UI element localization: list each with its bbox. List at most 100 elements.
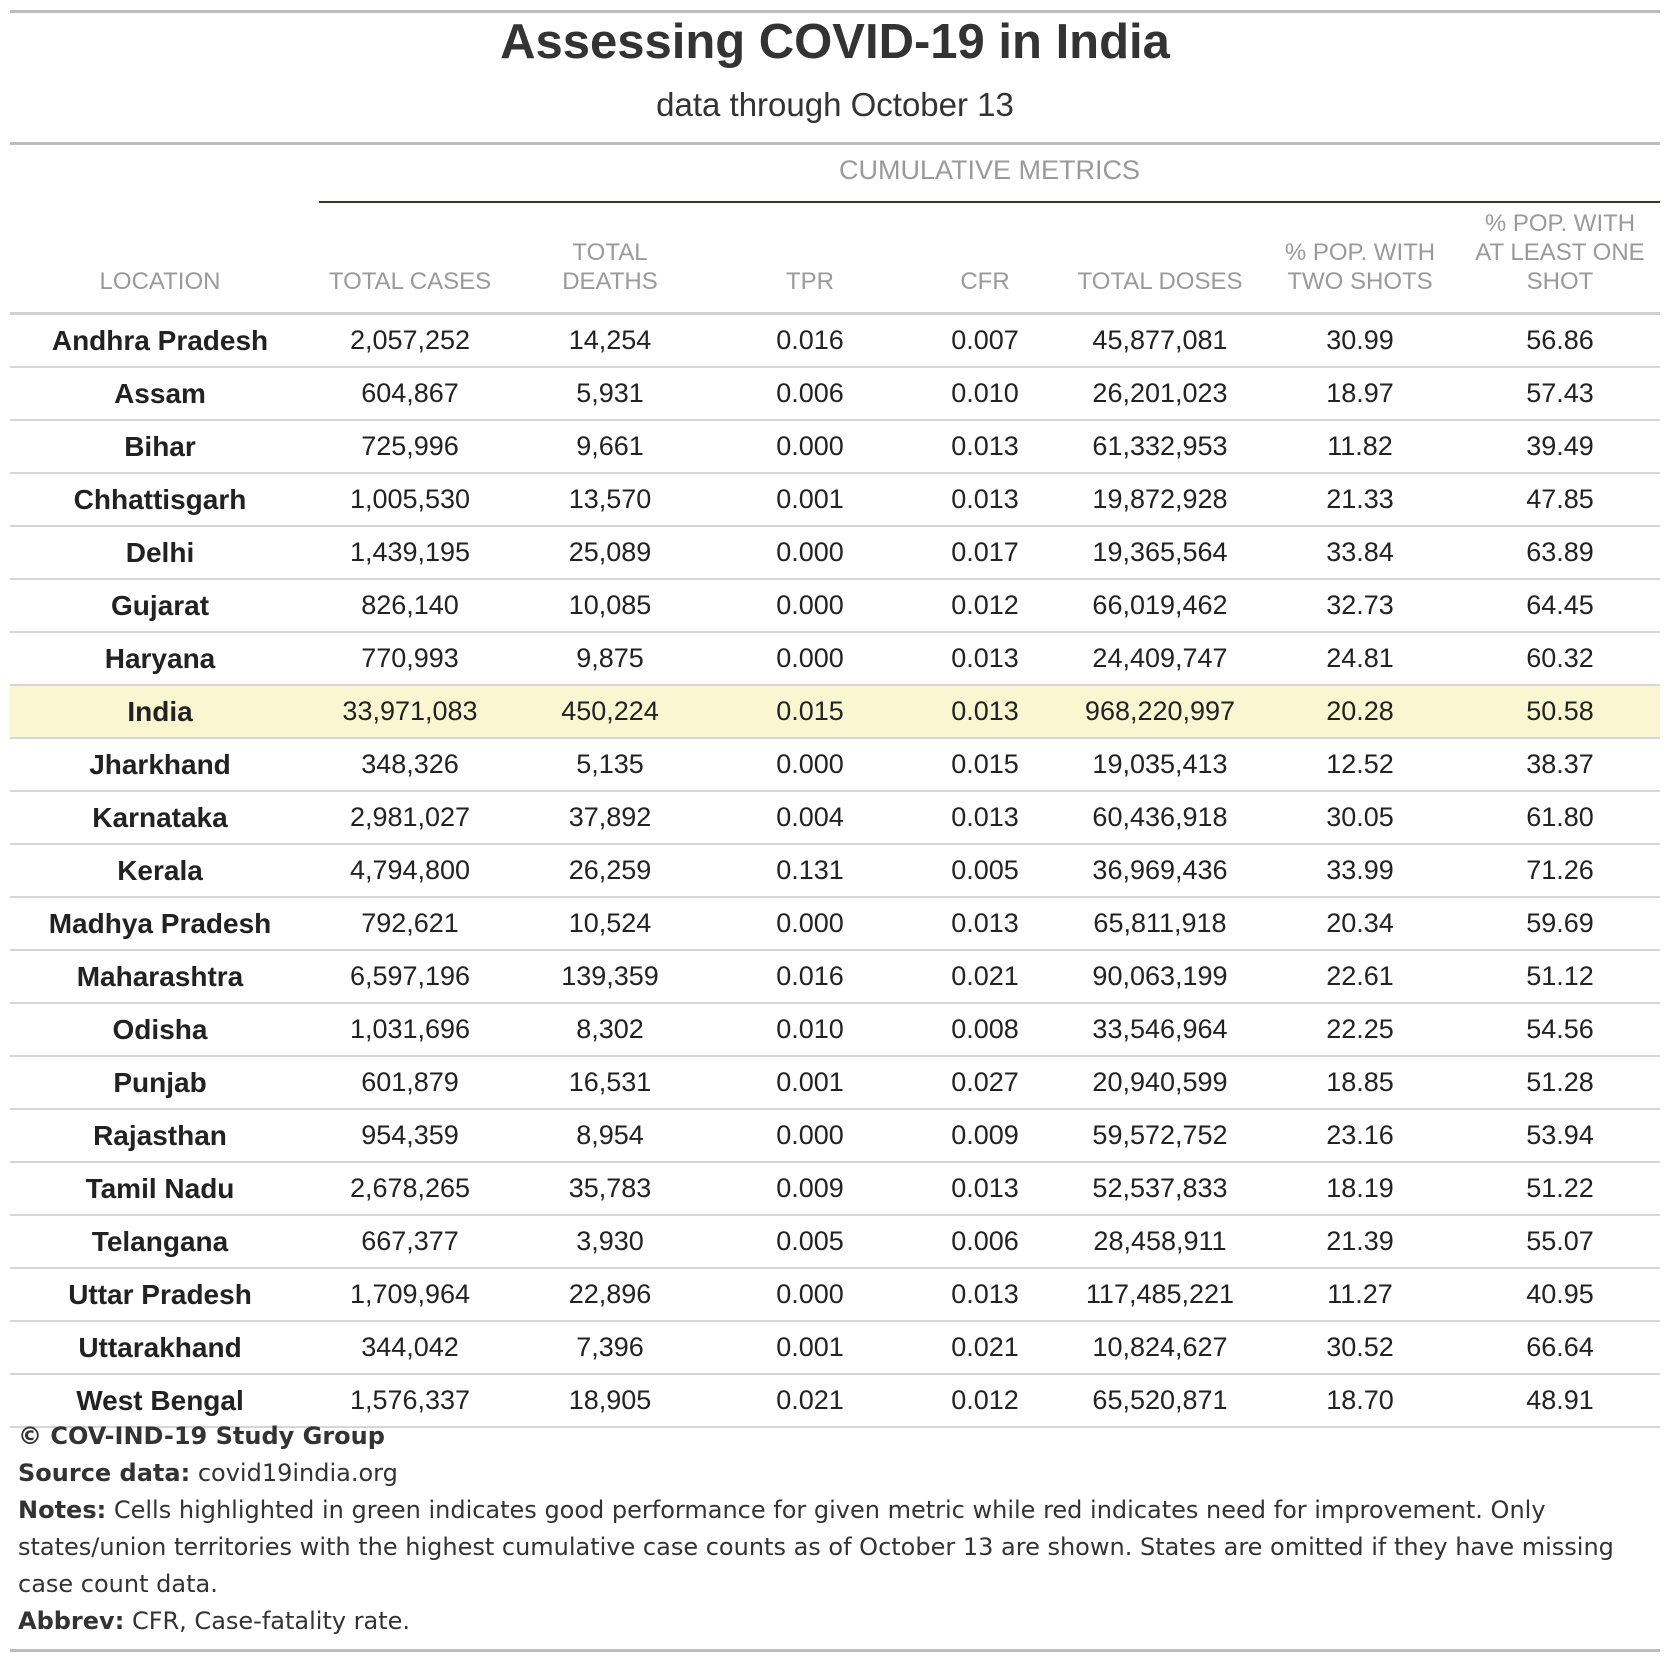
spanner-label: CUMULATIVE METRICS: [838, 155, 1141, 185]
table-row: Rajasthan 954,359 8,954 0.000 0.009 59,572,75…: [10, 1110, 1660, 1163]
table-cell: 30.05: [1326, 802, 1394, 832]
table-cell: 45,877,081: [1092, 325, 1228, 355]
table-cell: 21.39: [1326, 1226, 1394, 1256]
table-row: India 33,971,083 450,224 0.015 0.013 968,220,…: [10, 686, 1660, 739]
table-cell: 8,954: [576, 1120, 644, 1150]
table-cell: 0.001: [776, 484, 844, 514]
header-rule: [10, 312, 1660, 315]
table-cell: 13,570: [568, 484, 652, 514]
table-cell: 2,981,027: [349, 802, 471, 832]
table-cell: 1,709,964: [349, 1279, 471, 1309]
table-cell: 344,042: [361, 1332, 459, 1362]
row-location: Jharkhand: [89, 749, 231, 780]
table-cell: 9,875: [576, 643, 644, 673]
table-cell: 0.027: [951, 1067, 1019, 1097]
footer: © COV-IND-19 Study Group Source data: co…: [18, 1418, 1650, 1640]
table-cell: 0.013: [951, 643, 1019, 673]
row-location: Kerala: [117, 855, 203, 886]
col-header-tpr: TPR: [786, 268, 834, 295]
table-cell: 26,201,023: [1092, 378, 1228, 408]
row-location: Maharashtra: [76, 961, 244, 992]
table-row: Jharkhand 348,326 5,135 0.000 0.015 19,035,41…: [10, 739, 1660, 792]
table-cell: 18.19: [1326, 1173, 1394, 1203]
table-cell: 0.012: [951, 590, 1019, 620]
table-cell: 0.000: [776, 749, 844, 779]
table-cell: 1,439,195: [349, 537, 471, 567]
table-cell: 0.005: [776, 1226, 844, 1256]
table-cell: 59,572,752: [1092, 1120, 1228, 1150]
table-cell: 12.52: [1326, 749, 1394, 779]
col-header-two-shots: % POP. WITH TWO SHOTS: [1284, 239, 1436, 295]
table-row: Tamil Nadu 2,678,265 35,783 0.009 0.013 52,53…: [10, 1163, 1660, 1216]
table-cell: 0.013: [951, 802, 1019, 832]
table-cell: 18.97: [1326, 378, 1394, 408]
table-cell: 3,930: [576, 1226, 644, 1256]
table-cell: 0.005: [951, 855, 1019, 885]
table-cell: 139,359: [561, 961, 659, 991]
table-cell: 60,436,918: [1092, 802, 1228, 832]
table-cell: 66,019,462: [1092, 590, 1228, 620]
table-cell: 16,531: [568, 1067, 652, 1097]
table-cell: 0.000: [776, 1120, 844, 1150]
table-cell: 8,302: [576, 1014, 644, 1044]
table-cell: 54.56: [1526, 1014, 1594, 1044]
table-cell: 0.013: [951, 431, 1019, 461]
table-cell: 792,621: [361, 908, 459, 938]
column-headers: LOCATION TOTAL CASES TOTAL DEATHS TPR CFR TOTA…: [10, 204, 1660, 300]
table-cell: 667,377: [361, 1226, 459, 1256]
table-cell: 0.009: [951, 1120, 1019, 1150]
table-cell: 20.28: [1326, 696, 1394, 726]
table-cell: 0.021: [776, 1385, 844, 1415]
table-cell: 4,794,800: [349, 855, 471, 885]
table-cell: 55.07: [1526, 1226, 1594, 1256]
table-row: Karnataka 2,981,027 37,892 0.004 0.013 60,436…: [10, 792, 1660, 845]
table-cell: 18.85: [1326, 1067, 1394, 1097]
table-row: West Bengal 1,576,337 18,905 0.021 0.012 65,5…: [10, 1375, 1660, 1428]
row-location: Andhra Pradesh: [51, 325, 269, 356]
table-cell: 1,031,696: [349, 1014, 471, 1044]
table-cell: 1,576,337: [349, 1385, 471, 1415]
table-cell: 19,035,413: [1092, 749, 1228, 779]
table-cell: 0.006: [951, 1226, 1019, 1256]
footer-notes: Notes: Cells highlighted in green indica…: [18, 1496, 1614, 1598]
table-cell: 0.013: [951, 484, 1019, 514]
table-cell: 51.28: [1526, 1067, 1594, 1097]
table-row: Maharashtra 6,597,196 139,359 0.016 0.021 90,…: [10, 951, 1660, 1004]
table-cell: 22.25: [1326, 1014, 1394, 1044]
table-cell: 0.021: [951, 1332, 1019, 1362]
col-header-cfr: CFR: [960, 268, 1010, 295]
table-cell: 50.58: [1526, 696, 1594, 726]
table-cell: 725,996: [361, 431, 459, 461]
table-cell: 5,135: [576, 749, 644, 779]
table-cell: 56.86: [1526, 325, 1594, 355]
table-cell: 2,057,252: [349, 325, 471, 355]
footer-source: Source data: covid19india.org: [18, 1459, 398, 1487]
table-cell: 19,872,928: [1092, 484, 1228, 514]
table-cell: 21.33: [1326, 484, 1394, 514]
table-cell: 24,409,747: [1092, 643, 1228, 673]
row-location: Gujarat: [110, 590, 210, 621]
table-cell: 0.010: [776, 1014, 844, 1044]
table-cell: 24.81: [1326, 643, 1394, 673]
row-location: Chhattisgarh: [73, 484, 247, 515]
table-cell: 33,546,964: [1092, 1014, 1228, 1044]
table-cell: 0.021: [951, 961, 1019, 991]
chart-subtitle: data through October 13: [656, 86, 1014, 123]
table-row: Uttarakhand 344,042 7,396 0.001 0.021 10,824,…: [10, 1322, 1660, 1375]
table-cell: 826,140: [361, 590, 459, 620]
table-cell: 33.84: [1326, 537, 1394, 567]
table-cell: 0.000: [776, 643, 844, 673]
table-cell: 22,896: [568, 1279, 652, 1309]
table-cell: 0.013: [951, 908, 1019, 938]
row-location: Uttarakhand: [78, 1332, 242, 1363]
table-cell: 10,524: [568, 908, 652, 938]
table-cell: 60.32: [1526, 643, 1594, 673]
table-cell: 19,365,564: [1092, 537, 1228, 567]
table-cell: 601,879: [361, 1067, 459, 1097]
table-cell: 0.015: [776, 696, 844, 726]
top-rule: [10, 10, 1660, 13]
table-row: Delhi 1,439,195 25,089 0.000 0.017 19,365,564…: [10, 527, 1660, 580]
table-cell: 0.000: [776, 590, 844, 620]
table-cell: 968,220,997: [1084, 696, 1236, 726]
table-cell: 39.49: [1526, 431, 1594, 461]
